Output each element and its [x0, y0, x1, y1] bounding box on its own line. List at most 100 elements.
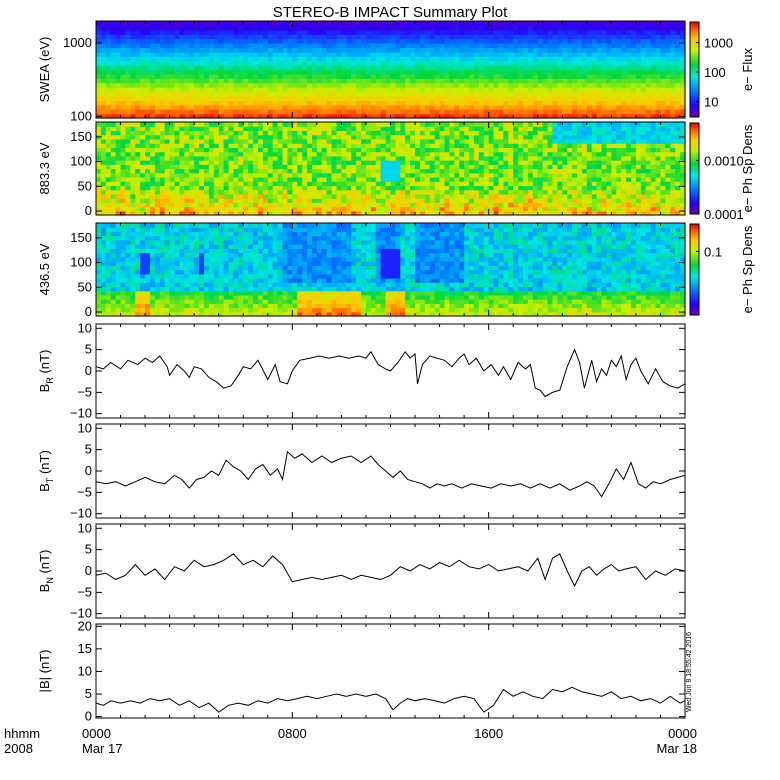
heatmap-cell	[331, 69, 338, 75]
heatmap-cell	[321, 151, 328, 157]
heatmap-cell	[149, 65, 156, 71]
heatmap-cell	[591, 38, 598, 44]
heatmap-cell	[537, 29, 544, 35]
heatmap-cell	[184, 73, 190, 79]
heatmap-cell	[577, 100, 583, 106]
heatmap-cell	[164, 168, 171, 174]
heatmap-cell	[478, 189, 485, 195]
heatmap-cell	[532, 82, 539, 88]
heatmap-cell	[375, 87, 382, 93]
heatmap-cell	[527, 104, 534, 110]
heatmap-cell	[361, 51, 367, 57]
heatmap-cell	[508, 147, 514, 153]
heatmap-cell	[257, 91, 264, 97]
heatmap-cell	[385, 151, 392, 157]
heatmap-cell	[125, 109, 131, 115]
heatmap-cell	[213, 126, 220, 132]
heatmap-cell	[503, 25, 509, 31]
heatmap-cell	[503, 155, 509, 161]
heatmap-cell	[365, 185, 372, 191]
heatmap-cell	[523, 181, 529, 187]
heatmap-cell	[562, 151, 568, 157]
heatmap-cell	[434, 168, 441, 174]
heatmap-cell	[586, 193, 593, 199]
heatmap-cell	[208, 198, 215, 203]
heatmap-cell	[670, 95, 676, 101]
heatmap-cell	[503, 65, 509, 71]
heatmap-cell	[635, 43, 642, 49]
heatmap-cell	[194, 210, 200, 216]
heatmap-cell	[189, 151, 195, 157]
heatmap-cell	[287, 210, 293, 216]
heatmap-cell	[557, 82, 563, 88]
heatmap-cell	[518, 69, 524, 75]
heatmap-cell	[665, 113, 671, 119]
heatmap-cell	[257, 87, 264, 93]
heatmap-cell	[375, 69, 382, 75]
heatmap-cell	[508, 78, 514, 84]
heatmap-cell	[513, 206, 519, 212]
heatmap-cell	[96, 69, 102, 75]
heatmap-cell	[321, 34, 328, 40]
heatmap-cell	[532, 143, 539, 148]
heatmap-cell	[336, 210, 343, 216]
heatmap-cell	[483, 130, 490, 136]
heatmap-cell	[199, 202, 205, 208]
heatmap-cell	[626, 43, 632, 49]
heatmap-cell	[449, 151, 455, 157]
heatmap-cell	[311, 176, 318, 182]
heatmap-cell	[243, 138, 249, 144]
heatmap-cell	[110, 143, 117, 148]
heatmap-cell	[262, 56, 269, 62]
heatmap-cell	[557, 202, 563, 208]
heatmap-cell	[331, 78, 338, 84]
heatmap-cell	[650, 100, 657, 106]
heatmap-cell	[341, 202, 347, 208]
heatmap-cell	[444, 143, 450, 148]
heatmap-cell	[606, 104, 612, 110]
heatmap-cell	[464, 109, 470, 115]
heatmap-cell	[518, 95, 524, 101]
heatmap-cell	[203, 109, 210, 115]
heatmap-cell	[552, 65, 558, 71]
heatmap-cell	[365, 147, 372, 153]
heatmap-cell	[336, 147, 343, 153]
heatmap-cell	[586, 21, 593, 27]
heatmap-cell	[233, 172, 239, 178]
heatmap-cell	[601, 113, 608, 119]
heatmap-cell	[282, 34, 289, 40]
heatmap-cell	[523, 164, 529, 170]
heatmap-cell	[375, 51, 382, 57]
heatmap-cell	[542, 56, 549, 62]
heatmap-cell	[439, 185, 446, 191]
heatmap-cell	[478, 206, 485, 212]
heatmap-cell	[287, 78, 293, 84]
heatmap-cell	[547, 155, 554, 161]
heatmap-cell	[302, 151, 308, 157]
heatmap-cell	[601, 155, 608, 161]
heatmap-cell	[243, 134, 249, 140]
heatmap-cell	[115, 82, 122, 88]
heatmap-cell	[248, 151, 254, 157]
heatmap-cell	[213, 95, 220, 101]
heatmap-cell	[503, 176, 509, 182]
heatmap-cell	[488, 193, 495, 199]
heatmap-cell	[331, 43, 338, 49]
heatmap-cell	[415, 113, 421, 119]
heatmap-cell	[493, 138, 500, 144]
heatmap-cell	[356, 56, 362, 62]
heatmap-cell	[297, 147, 303, 153]
heatmap-cell	[297, 56, 303, 62]
heatmap-cell	[277, 100, 284, 106]
heatmap-cell	[228, 134, 235, 140]
heatmap-cell	[331, 87, 338, 93]
heatmap-cell	[459, 38, 465, 44]
heatmap-cell	[331, 130, 338, 136]
heatmap-cell	[346, 193, 352, 199]
heatmap-cell	[262, 122, 269, 127]
heatmap-cell	[159, 202, 166, 208]
heatmap-cell	[331, 25, 338, 31]
heatmap-cell	[316, 38, 323, 44]
heatmap-cell	[390, 25, 397, 31]
